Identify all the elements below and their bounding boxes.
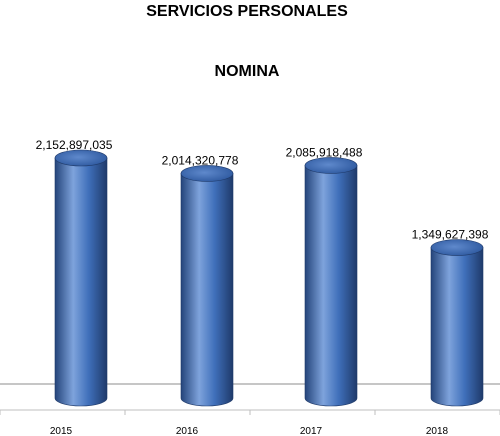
- x-axis-ticks: 2015 2016 2017 2018: [0, 410, 500, 436]
- data-labels: 2,152,897,035 2,014,320,778 2,085,918,488 1…: [36, 138, 489, 242]
- data-label: 1,349,627,398: [412, 228, 489, 242]
- x-tick-label: 2018: [426, 426, 449, 436]
- x-tick-label: 2017: [300, 426, 323, 436]
- data-label: 2,014,320,778: [162, 153, 239, 167]
- chart-subtitle: NOMINA: [215, 63, 280, 80]
- bar: [304, 157, 358, 407]
- data-label: 2,085,918,488: [286, 145, 363, 159]
- bars: [54, 149, 484, 407]
- bar: [54, 149, 108, 407]
- x-tick-label: 2016: [176, 426, 199, 436]
- bar: [180, 165, 234, 407]
- bar: [430, 239, 484, 407]
- data-label: 2,152,897,035: [36, 138, 113, 152]
- chart-title: SERVICIOS PERSONALES: [146, 3, 348, 20]
- x-tick-label: 2015: [50, 426, 73, 436]
